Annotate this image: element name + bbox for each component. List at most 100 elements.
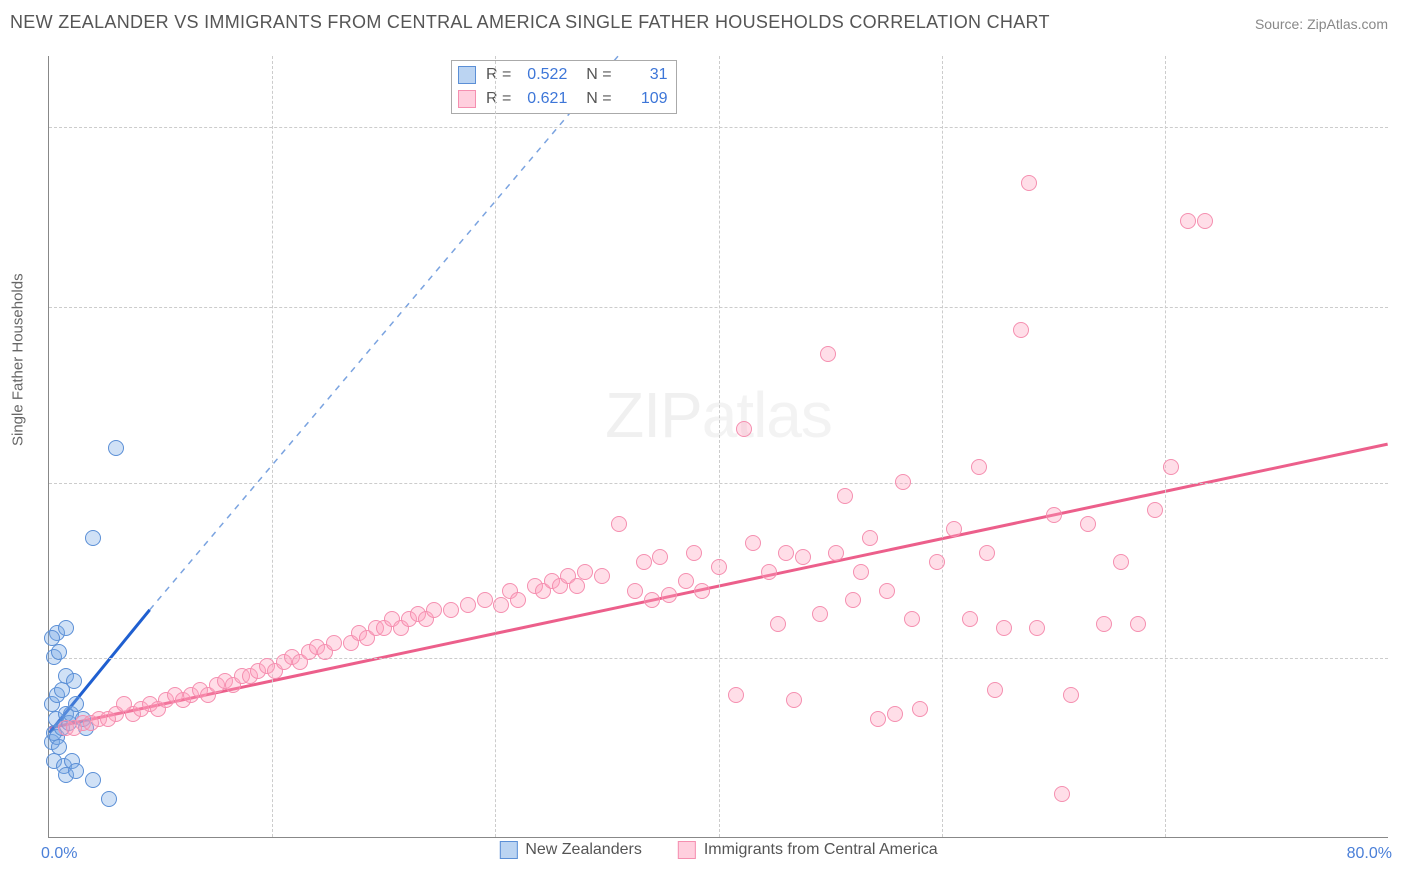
scatter-point bbox=[58, 620, 74, 636]
scatter-point bbox=[962, 611, 978, 627]
scatter-point bbox=[326, 635, 342, 651]
scatter-point bbox=[1147, 502, 1163, 518]
scatter-point bbox=[745, 535, 761, 551]
stats-row: R =0.522 N = 31 bbox=[458, 63, 668, 87]
stat-r-label: R = bbox=[486, 63, 511, 87]
scatter-point bbox=[1029, 620, 1045, 636]
stat-n-label: N = bbox=[577, 63, 611, 87]
scatter-point bbox=[761, 564, 777, 580]
legend-swatch bbox=[499, 841, 517, 859]
scatter-point bbox=[68, 696, 84, 712]
scatter-point bbox=[686, 545, 702, 561]
scatter-point bbox=[946, 521, 962, 537]
scatter-point bbox=[1063, 687, 1079, 703]
scatter-point bbox=[736, 421, 752, 437]
scatter-point bbox=[116, 696, 132, 712]
scatter-point bbox=[83, 715, 99, 731]
source-link[interactable]: ZipAtlas.com bbox=[1307, 16, 1388, 32]
stat-n-value: 109 bbox=[618, 87, 668, 111]
scatter-point bbox=[66, 673, 82, 689]
x-axis-min-label: 0.0% bbox=[41, 845, 77, 863]
scatter-point bbox=[1096, 616, 1112, 632]
scatter-point bbox=[1180, 213, 1196, 229]
scatter-point bbox=[1080, 516, 1096, 532]
scatter-point bbox=[862, 530, 878, 546]
scatter-point bbox=[85, 530, 101, 546]
scatter-point bbox=[879, 583, 895, 599]
scatter-point bbox=[853, 564, 869, 580]
legend-bottom: New Zealanders Immigrants from Central Am… bbox=[499, 841, 937, 859]
scatter-point bbox=[594, 568, 610, 584]
chart-title: NEW ZEALANDER VS IMMIGRANTS FROM CENTRAL… bbox=[10, 12, 1050, 33]
scatter-point bbox=[929, 554, 945, 570]
scatter-point bbox=[51, 644, 67, 660]
scatter-point bbox=[1054, 786, 1070, 802]
scatter-point bbox=[828, 545, 844, 561]
scatter-point bbox=[611, 516, 627, 532]
scatter-point bbox=[627, 583, 643, 599]
scatter-point bbox=[1197, 213, 1213, 229]
legend-label: New Zealanders bbox=[525, 841, 642, 859]
scatter-point bbox=[44, 630, 60, 646]
v-gridline bbox=[942, 56, 943, 837]
scatter-point bbox=[101, 791, 117, 807]
scatter-point bbox=[644, 592, 660, 608]
stat-r-value: 0.522 bbox=[517, 63, 567, 87]
scatter-point bbox=[510, 592, 526, 608]
stat-r-label: R = bbox=[486, 87, 511, 111]
v-gridline bbox=[272, 56, 273, 837]
v-gridline bbox=[495, 56, 496, 837]
scatter-point bbox=[820, 346, 836, 362]
source-attribution: Source: ZipAtlas.com bbox=[1255, 16, 1388, 32]
y-axis-label: Single Father Households bbox=[10, 273, 27, 446]
scatter-point bbox=[912, 701, 928, 717]
x-axis-max-label: 80.0% bbox=[1347, 845, 1392, 863]
trend-line bbox=[150, 56, 618, 610]
legend-label: Immigrants from Central America bbox=[704, 841, 938, 859]
scatter-point bbox=[1163, 459, 1179, 475]
stat-n-value: 31 bbox=[618, 63, 668, 87]
stat-r-value: 0.621 bbox=[517, 87, 567, 111]
scatter-point bbox=[845, 592, 861, 608]
scatter-point bbox=[887, 706, 903, 722]
scatter-point bbox=[996, 620, 1012, 636]
scatter-point bbox=[443, 602, 459, 618]
legend-swatch bbox=[458, 90, 476, 108]
scatter-point bbox=[778, 545, 794, 561]
scatter-point bbox=[108, 440, 124, 456]
scatter-point bbox=[1021, 175, 1037, 191]
scatter-point bbox=[100, 711, 116, 727]
scatter-point bbox=[652, 549, 668, 565]
scatter-point bbox=[971, 459, 987, 475]
v-gridline bbox=[1165, 56, 1166, 837]
scatter-point bbox=[477, 592, 493, 608]
legend-swatch bbox=[458, 66, 476, 84]
scatter-point bbox=[895, 474, 911, 490]
scatter-point bbox=[577, 564, 593, 580]
legend-item: New Zealanders bbox=[499, 841, 642, 859]
scatter-point bbox=[694, 583, 710, 599]
stats-legend-box: R =0.522 N = 31R =0.621 N =109 bbox=[451, 60, 677, 114]
scatter-point bbox=[1130, 616, 1146, 632]
scatter-point bbox=[569, 578, 585, 594]
scatter-point bbox=[661, 587, 677, 603]
scatter-point bbox=[1046, 507, 1062, 523]
scatter-point bbox=[979, 545, 995, 561]
legend-swatch bbox=[678, 841, 696, 859]
scatter-point bbox=[636, 554, 652, 570]
scatter-point bbox=[426, 602, 442, 618]
scatter-point bbox=[870, 711, 886, 727]
scatter-point bbox=[85, 772, 101, 788]
legend-item: Immigrants from Central America bbox=[678, 841, 938, 859]
scatter-point bbox=[812, 606, 828, 622]
stats-row: R =0.621 N =109 bbox=[458, 87, 668, 111]
scatter-point bbox=[904, 611, 920, 627]
scatter-point bbox=[460, 597, 476, 613]
scatter-point bbox=[795, 549, 811, 565]
scatter-point bbox=[66, 720, 82, 736]
scatter-point bbox=[786, 692, 802, 708]
scatter-point bbox=[678, 573, 694, 589]
scatter-point bbox=[711, 559, 727, 575]
scatter-point bbox=[837, 488, 853, 504]
scatter-point bbox=[493, 597, 509, 613]
